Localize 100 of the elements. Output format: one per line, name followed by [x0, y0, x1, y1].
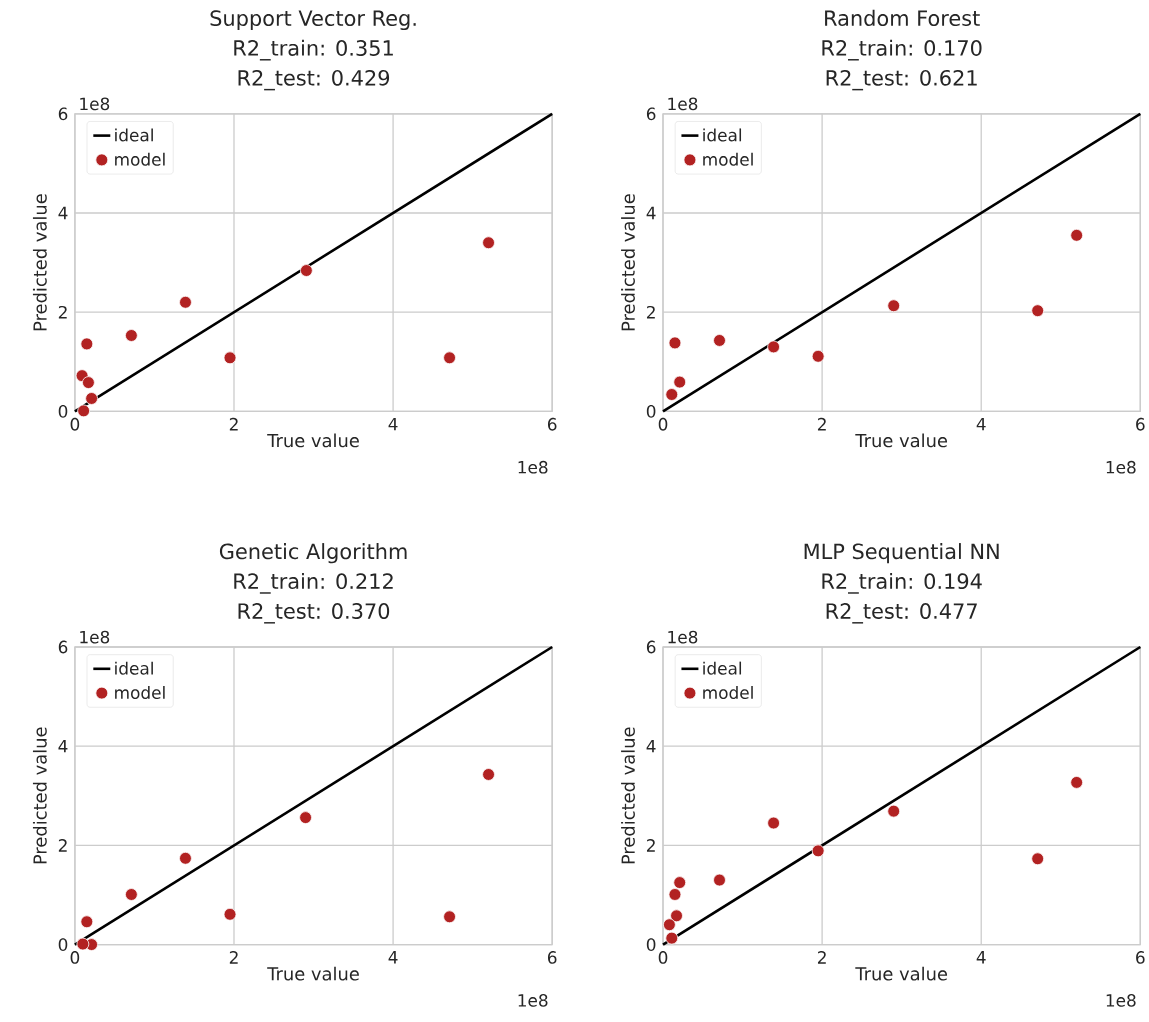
text: R2_test: 0.429: [238, 69, 390, 91]
point: [299, 263, 313, 277]
point: [482, 767, 495, 781]
point: [77, 404, 91, 418]
x-axis-title: True value: [855, 433, 948, 448]
x-tick-label: 0: [70, 950, 80, 964]
chart-subtitle: R2_train: 0.170: [822, 39, 982, 61]
point: [673, 875, 687, 889]
y-tick-label: 0: [58, 404, 68, 418]
point: [223, 907, 237, 921]
y-tick-label: 6: [58, 107, 68, 120]
point: [665, 931, 679, 945]
x-tick-label: 4: [976, 950, 986, 964]
point: [1031, 852, 1045, 865]
point: [76, 937, 90, 951]
point: [668, 336, 682, 350]
point: [443, 351, 456, 364]
x-axis-title: True value: [267, 433, 359, 448]
y-tick-label: 0: [58, 937, 68, 951]
x-tick-label: 2: [229, 417, 238, 431]
text: R2_test: 0.370: [238, 602, 390, 624]
y-tick-label: 2: [58, 305, 67, 319]
legend-label: ideal: [115, 128, 153, 142]
text: 1e8: [518, 460, 548, 474]
text: R2_test: 0.621: [826, 69, 977, 91]
chart-title: Random Forest: [825, 9, 980, 26]
x-axis-title: True value: [267, 966, 359, 981]
point: [443, 910, 456, 923]
chart-subtitle: R2_train: 0.212: [234, 572, 393, 594]
point: [713, 873, 726, 887]
point: [887, 804, 901, 818]
x-tick-label: 2: [817, 950, 826, 964]
point: [124, 887, 138, 901]
y-tick-label: 2: [646, 305, 655, 319]
point: [1070, 228, 1084, 242]
point: [85, 391, 98, 405]
point: [223, 351, 237, 364]
legend-label: ideal: [703, 128, 742, 142]
point: [179, 295, 192, 309]
legend-label: model: [703, 685, 753, 699]
x-tick-label: 0: [70, 417, 80, 431]
text: 1e8: [80, 97, 110, 111]
y-tick-label: 0: [646, 404, 656, 418]
point: [665, 387, 679, 401]
legend-label: model: [115, 685, 165, 699]
point: [887, 299, 901, 312]
x-tick-label: 2: [817, 417, 826, 431]
y-tick-label: 4: [58, 206, 68, 219]
x-tick-label: 0: [658, 950, 668, 964]
y-axis-title: Predicted value: [32, 193, 47, 330]
point: [80, 915, 94, 928]
point: [673, 375, 687, 389]
point: [82, 375, 95, 389]
x-tick-label: 6: [1136, 950, 1145, 964]
point: [811, 349, 825, 363]
y-tick-label: 6: [646, 640, 656, 654]
y-tick-label: 4: [646, 739, 656, 753]
point: [299, 811, 312, 824]
y-tick-label: 2: [646, 838, 655, 852]
point: [80, 337, 94, 351]
chart-subtitle: R2_train: 0.194: [822, 572, 982, 594]
point: [482, 236, 495, 249]
y-tick-label: 6: [646, 107, 656, 120]
text: 1e8: [1106, 993, 1136, 1007]
legend-label: ideal: [703, 661, 742, 675]
chart-subtitle: R2_train: 0.351: [234, 39, 393, 61]
x-tick-label: 2: [229, 950, 238, 964]
point: [1070, 775, 1084, 789]
x-tick-label: 6: [547, 950, 557, 964]
y-tick-label: 6: [58, 640, 68, 654]
x-tick-label: 6: [547, 417, 557, 431]
point: [662, 918, 676, 931]
y-tick-label: 0: [646, 937, 656, 951]
y-axis-title: Predicted value: [621, 193, 635, 330]
text: 1e8: [668, 97, 698, 111]
text: 1e8: [668, 630, 698, 644]
text: 1e8: [518, 993, 548, 1007]
chart-title: Support Vector Reg.: [210, 10, 416, 30]
chart-title: Genetic Algorithm: [219, 542, 407, 564]
point: [124, 328, 138, 342]
y-tick-label: 2: [58, 838, 67, 852]
point: [713, 333, 726, 347]
legend-label: ideal: [115, 661, 153, 675]
point: [767, 816, 780, 830]
point: [179, 851, 192, 865]
chart-title: MLP Sequential NN: [804, 542, 999, 564]
point: [670, 909, 683, 922]
point: [811, 844, 825, 858]
text: 1e8: [80, 630, 110, 644]
y-tick-label: 4: [646, 206, 656, 219]
x-tick-label: 0: [658, 417, 668, 431]
legend-label: model: [115, 152, 165, 166]
x-tick-label: 4: [388, 950, 398, 964]
x-tick-label: 6: [1136, 417, 1145, 431]
y-axis-title: Predicted value: [32, 727, 47, 864]
text: 1e8: [1106, 460, 1136, 474]
y-axis-title: Predicted value: [621, 727, 635, 864]
text: R2_test: 0.477: [826, 602, 977, 624]
y-tick-label: 4: [58, 739, 68, 753]
legend-label: model: [703, 152, 753, 166]
